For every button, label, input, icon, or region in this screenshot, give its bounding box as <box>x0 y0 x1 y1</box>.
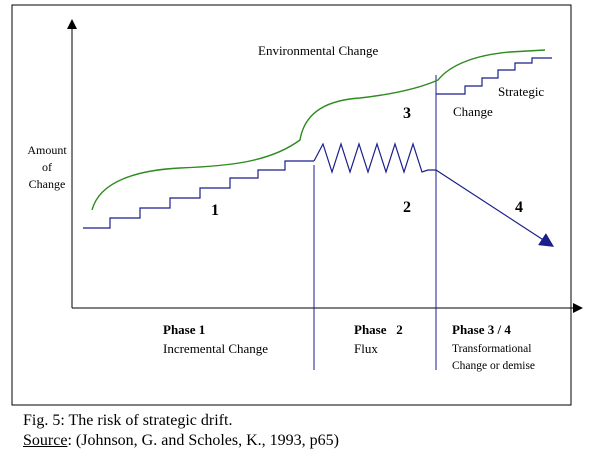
environmental-change-label: Environmental Change <box>258 43 378 58</box>
y-axis-label-2: of <box>42 160 52 174</box>
strategic-change-label-2: Change <box>453 104 493 119</box>
figure-caption: Fig. 5: The risk of strategic drift. <box>23 412 233 429</box>
region-number-3: 3 <box>403 105 411 122</box>
region-number-2: 2 <box>403 199 411 216</box>
strategic-steps-phase1 <box>83 160 314 229</box>
source-word: Source <box>23 432 68 449</box>
region-number-4: 4 <box>515 199 523 216</box>
y-axis-label-3: Change <box>29 177 66 191</box>
phase-3-4-title: Phase 3 / 4 <box>452 322 511 337</box>
figure-source: Source: (Johnson, G. and Scholes, K., 19… <box>23 432 339 450</box>
environmental-change-curve <box>91 49 546 211</box>
demise-arrow <box>435 169 555 247</box>
source-citation: : (Johnson, G. and Scholes, K., 1993, p6… <box>67 432 339 449</box>
phase-1-title: Phase 1 <box>163 322 205 337</box>
strategic-steps-phase3 <box>436 57 552 95</box>
strategic-change-label-1: Strategic <box>498 84 544 99</box>
phase-3-4-subtitle-1: Transformational <box>452 343 531 355</box>
region-number-1: 1 <box>211 202 219 219</box>
strategic-flux-zigzag <box>313 142 436 174</box>
phase-1-subtitle: Incremental Change <box>163 341 268 356</box>
figure-frame <box>11 4 572 406</box>
phase-2-title: Phase 2 <box>354 322 403 337</box>
phase-3-4-subtitle-2: Change or demise <box>452 360 535 372</box>
phase-2-subtitle: Flux <box>354 341 378 356</box>
y-axis-label-1: Amount <box>27 143 67 157</box>
